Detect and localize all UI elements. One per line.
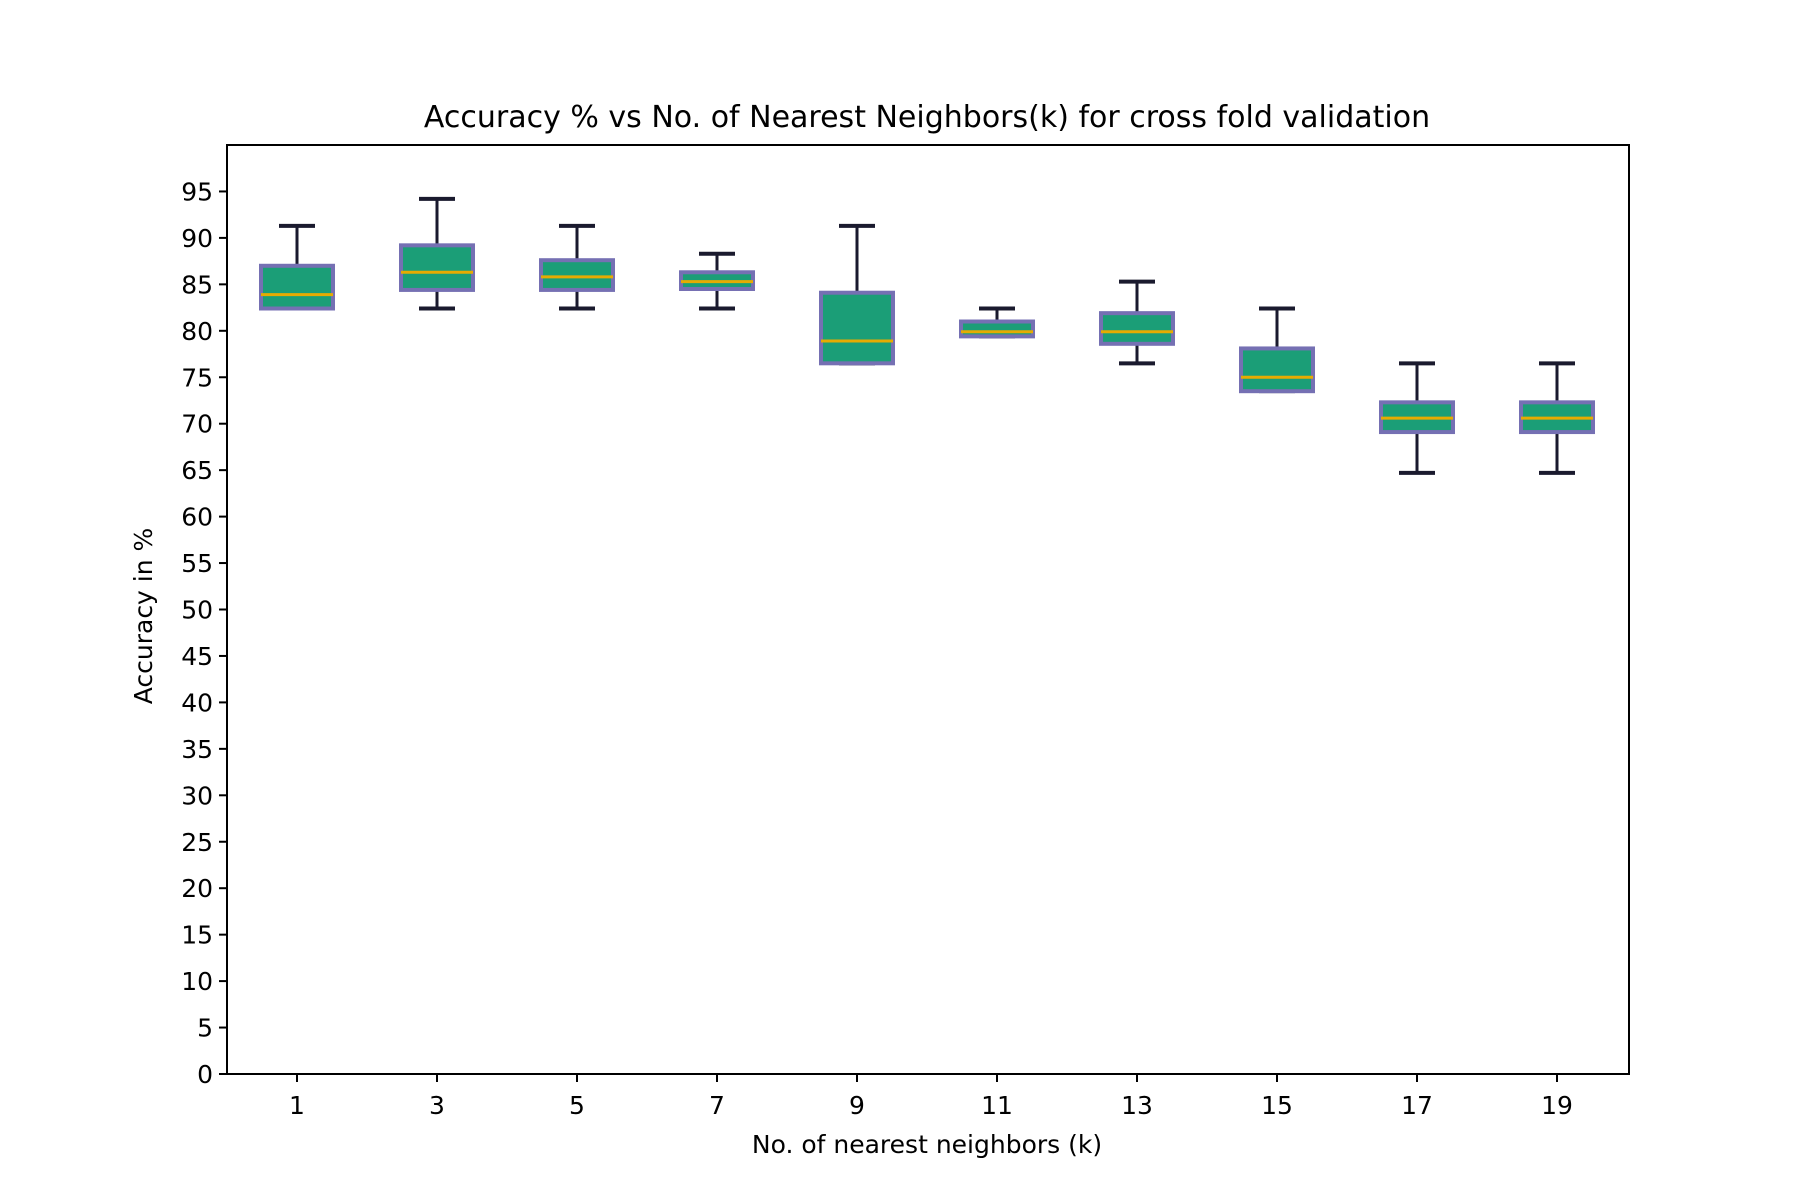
y-axis-label: Accuracy in % [129,528,158,705]
y-tick-label: 80 [181,317,213,346]
y-tick-label: 40 [181,688,213,717]
y-tick-label: 75 [181,363,213,392]
x-tick-label: 19 [1541,1091,1573,1120]
box-k-15 [1239,346,1315,394]
box-k-1 [259,263,335,311]
y-tick-label: 70 [181,410,213,439]
y-tick-label: 55 [181,549,213,578]
box-k-13 [1099,311,1175,346]
x-tick-label: 5 [569,1091,585,1120]
y-tick-label: 20 [181,874,213,903]
y-tick-label: 35 [181,735,213,764]
y-tick-label: 50 [181,596,213,625]
y-tick-label: 60 [181,503,213,532]
box-k-9 [819,290,895,366]
y-tick-label: 90 [181,224,213,253]
y-tick-label: 10 [181,967,213,996]
y-tick-label: 95 [181,177,213,206]
box-k-11 [959,319,1035,339]
y-tick-label: 15 [181,921,213,950]
box-k-5 [539,258,615,292]
y-tick-label: 0 [197,1060,213,1089]
box-k-3 [399,243,475,292]
y-tick-label: 65 [181,456,213,485]
y-tick-label: 25 [181,828,213,857]
x-tick-label: 9 [849,1091,865,1120]
x-tick-label: 11 [981,1091,1013,1120]
x-tick-label: 15 [1261,1091,1293,1120]
y-tick-label: 45 [181,642,213,671]
x-tick-label: 13 [1121,1091,1153,1120]
chart-title: Accuracy % vs No. of Nearest Neighbors(k… [424,100,1430,135]
y-tick-label: 85 [181,270,213,299]
y-tick-label: 30 [181,781,213,810]
x-tick-label: 3 [429,1091,445,1120]
x-tick-label: 7 [709,1091,725,1120]
y-tick-label: 5 [197,1014,213,1043]
x-tick-label: 1 [289,1091,305,1120]
x-axis-label: No. of nearest neighbors (k) [752,1130,1102,1159]
x-tick-label: 17 [1401,1091,1433,1120]
